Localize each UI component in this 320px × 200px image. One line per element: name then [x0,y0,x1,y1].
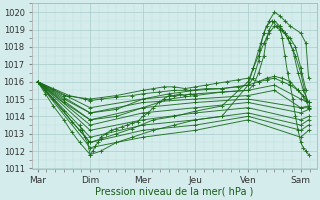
X-axis label: Pression niveau de la mer( hPa ): Pression niveau de la mer( hPa ) [95,187,253,197]
